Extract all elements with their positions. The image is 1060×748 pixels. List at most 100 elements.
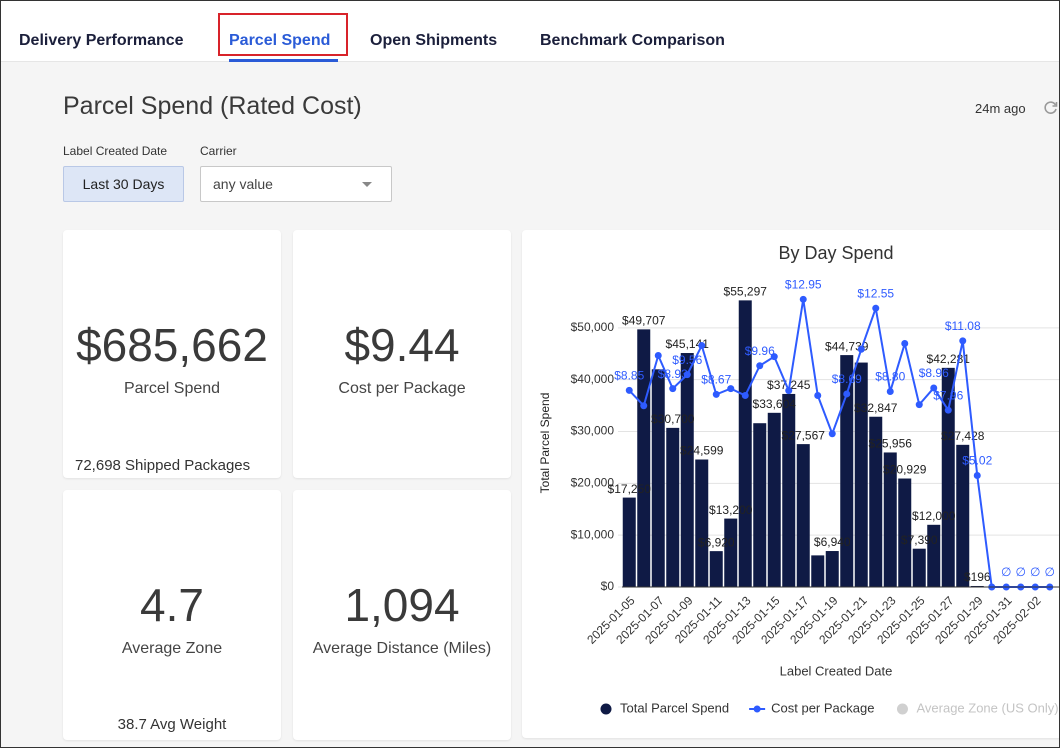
bar [724, 518, 738, 587]
line-value-label: ∅ [1045, 565, 1055, 579]
bar-value-label: $32,847 [854, 401, 898, 415]
updated-time: 24m ago [975, 101, 1026, 116]
line-point [770, 353, 778, 361]
line-point [814, 392, 822, 400]
tab[interactable]: Parcel Spend [229, 32, 331, 49]
kpi-card: $9.44 Cost per Package [293, 230, 511, 478]
line-point [886, 388, 894, 396]
legend-label: Total Parcel Spend [620, 700, 729, 715]
tab-underline [229, 59, 338, 62]
bar-value-label: $17,250 [608, 482, 652, 496]
carrier-dropdown[interactable]: any value [200, 166, 392, 202]
bar [680, 353, 694, 587]
bar-value-label: $12,000 [912, 509, 956, 523]
bar [695, 459, 709, 587]
bar-value-label: $55,297 [724, 285, 768, 299]
refresh-icon[interactable] [1043, 100, 1059, 116]
bar-value-label: $6,920 [698, 535, 735, 549]
filter-label: Carrier [200, 144, 237, 158]
line-point [654, 352, 662, 360]
line-value-label: $8.85 [614, 369, 644, 383]
bar [622, 497, 636, 587]
line-point [741, 392, 749, 400]
y-tick-label: $20,000 [571, 476, 615, 490]
kpi-label: Average Zone [121, 640, 223, 657]
bar-value-label: $27,567 [782, 428, 826, 442]
line-point [640, 402, 648, 410]
line-point [857, 345, 865, 353]
line-value-label: $8.67 [701, 373, 731, 387]
bar-value-label: $49,707 [622, 314, 666, 328]
line-value-label: $9.56 [672, 353, 702, 367]
line-value-label: $9.96 [745, 344, 775, 358]
date-filter-button[interactable]: Last 30 Days [63, 166, 184, 202]
y-tick-label: $0 [601, 579, 615, 593]
line-value-label: ∅ [1001, 565, 1011, 579]
kpi-value: $9.44 [344, 319, 460, 371]
line-point [625, 386, 633, 394]
dropdown-value: any value [213, 176, 273, 192]
line-value-label: $8.69 [832, 372, 862, 386]
x-axis-title: Label Created Date [780, 663, 893, 678]
bar [956, 444, 970, 587]
bar-value-label: $6,940 [814, 535, 851, 549]
bar [738, 300, 752, 587]
line-value-label: $8.80 [875, 370, 905, 384]
line-value-label: $8.96 [919, 366, 949, 380]
bar [651, 369, 665, 587]
line-value-label: ∅ [1016, 565, 1026, 579]
bar-value-label: $27,428 [941, 429, 985, 443]
line-point [669, 385, 677, 393]
kpi-card: 1,094 Average Distance (Miles) [293, 490, 511, 740]
y-axis-title: Total Parcel Spend [538, 393, 552, 494]
bar [796, 444, 810, 587]
legend-swatch [600, 703, 612, 715]
bar-value-label: $30,700 [651, 412, 695, 426]
kpi-footer: 38.7 Avg Weight [117, 716, 227, 733]
line-value-label: $12.95 [785, 277, 822, 291]
line-point [872, 304, 880, 312]
dropdown-caret [362, 182, 372, 187]
bar [666, 427, 680, 587]
line-point [973, 471, 981, 479]
dashboard-title: Parcel Spend (Rated Cost) [63, 92, 362, 120]
tab[interactable]: Benchmark Comparison [540, 32, 725, 49]
line-point [756, 362, 764, 370]
kpi-value: 1,094 [344, 579, 460, 631]
chart-title: By Day Spend [778, 243, 893, 263]
line-point [901, 340, 909, 348]
bar [753, 423, 767, 587]
chart: By Day Spend Label Created Date Total Pa… [538, 243, 1059, 715]
bar [970, 585, 984, 587]
line-point [683, 371, 691, 379]
y-tick-label: $40,000 [571, 372, 615, 386]
line [628, 299, 1050, 588]
line-point [727, 385, 735, 393]
line-point [799, 295, 807, 303]
kpi-label: Parcel Spend [123, 380, 221, 397]
bar-value-label: $20,929 [883, 463, 927, 477]
kpi-label: Cost per Package [338, 380, 466, 397]
bar [912, 548, 926, 587]
tab[interactable]: Open Shipments [370, 32, 498, 49]
line-value-label: $7.96 [933, 388, 963, 402]
line-point [930, 384, 938, 392]
tab[interactable]: Delivery Performance [19, 32, 184, 49]
filter-label: Label Created Date [63, 144, 168, 158]
bar [927, 524, 941, 587]
bar-value-label: $7,390 [901, 533, 938, 547]
legend-swatch [896, 703, 908, 715]
bar [898, 478, 912, 587]
bar [840, 355, 854, 587]
bar [709, 551, 723, 587]
line-point [843, 390, 851, 398]
line-point [785, 387, 793, 395]
line-point [698, 342, 706, 350]
chart-card: By Day Spend Label Created Date Total Pa… [522, 230, 1059, 738]
dashboard: Parcel Spend (Rated Cost) 24m ago Label … [1, 62, 1059, 747]
bar-value-label: $33,604 [753, 397, 797, 411]
bar-value-label: $45,141 [666, 337, 710, 351]
bar-value-label: $24,599 [680, 444, 724, 458]
bar [825, 551, 839, 587]
bar-value-label: $13,200 [709, 503, 753, 517]
